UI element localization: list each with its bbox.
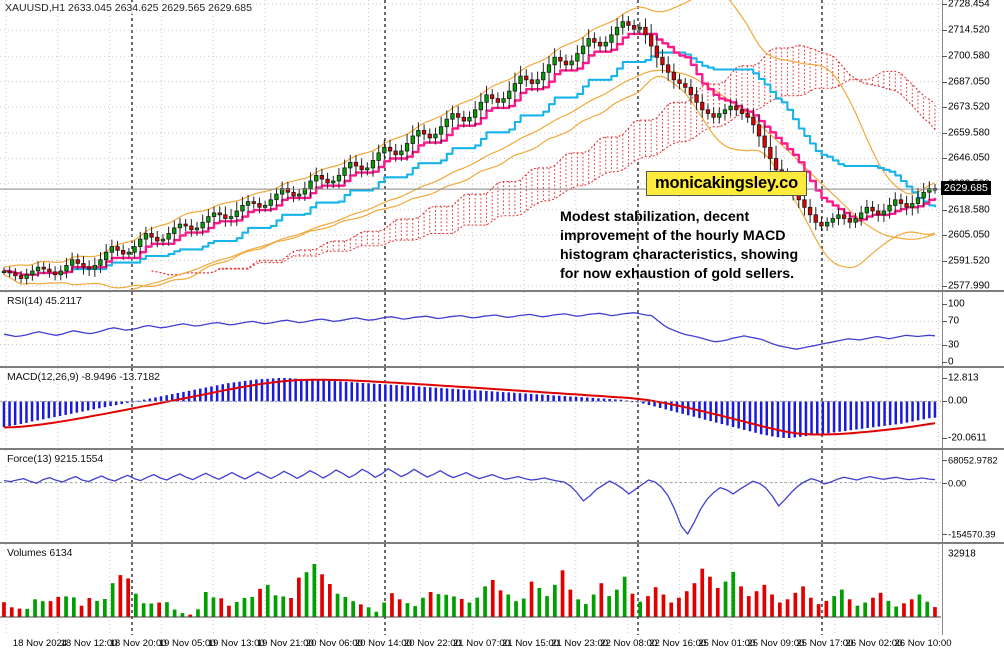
macd-axis-tick: 12.813	[948, 372, 979, 384]
time-axis-label: 25 Nov 09:00	[747, 638, 805, 649]
axis-tick-mark	[942, 133, 947, 135]
rsi-axis-tick: 100	[948, 298, 965, 310]
panel-separator-macd-force	[0, 448, 1004, 450]
axis-tick-mark	[942, 460, 947, 461]
volumes-axis-tick: 32918	[948, 548, 976, 560]
axis-tick-mark	[942, 209, 947, 211]
price-axis-tick: 2728.454	[948, 0, 990, 10]
time-axis: 18 Nov 2024 18 Nov 12:00 18 Nov 20:00 19 No…	[0, 635, 1004, 653]
time-axis-label: 18 Nov 12:00	[60, 638, 118, 649]
time-axis-label: 19 Nov 21:00	[256, 638, 314, 649]
force-panel[interactable]: 68052.9782 0.00 -154570.39	[0, 450, 1004, 542]
axis-tick-mark	[942, 304, 947, 305]
axis-tick-mark	[942, 321, 947, 323]
price-panel[interactable]: 2728.454 2714.520 2700.580 2687.050 2673.520…	[0, 0, 1004, 292]
axis-tick-mark	[942, 362, 947, 363]
price-axis-tick: 2577.990	[948, 280, 990, 292]
volumes-label: Volumes 6134	[5, 547, 75, 559]
time-axis-label: 25 Nov 01:00	[698, 638, 756, 649]
time-axis-label: 26 Nov 02:00	[845, 638, 903, 649]
price-axis: 2728.454 2714.520 2700.580 2687.050 2673.520…	[942, 0, 1004, 292]
time-axis-label: 19 Nov 13:00	[207, 638, 265, 649]
rsi-axis-tick: 0	[948, 356, 954, 368]
price-axis-tick: 2605.050	[948, 229, 990, 241]
time-axis-label: 20 Nov 06:00	[305, 638, 363, 649]
axis-tick-mark	[942, 81, 947, 83]
axis-tick-mark	[942, 378, 947, 379]
price-axis-tick: 2714.520	[948, 24, 990, 36]
axis-tick-mark	[942, 56, 947, 58]
axis-tick-mark	[942, 344, 947, 346]
axis-tick-mark	[942, 286, 947, 287]
macd-axis-tick: -20.0611	[948, 432, 987, 444]
axis-tick-mark	[942, 260, 947, 262]
axis-tick-mark	[942, 534, 947, 535]
price-axis-tick: 2591.520	[948, 255, 990, 267]
chart-symbol-header: XAUUSD,H1 2633.045 2634.625 2629.565 262…	[5, 2, 252, 14]
axis-tick-mark	[942, 401, 947, 403]
time-axis-label: 19 Nov 05:00	[158, 638, 216, 649]
panel-separator-force-volumes	[0, 542, 1004, 544]
time-axis-label: 18 Nov 2024	[12, 638, 68, 649]
axis-tick-mark	[942, 4, 947, 5]
price-axis-tick: 2659.580	[948, 127, 990, 139]
force-axis-tick: -154570.39	[948, 528, 996, 540]
macd-axis-tick: 0.00	[948, 395, 968, 407]
axis-tick-mark	[942, 158, 947, 160]
force-label: Force(13) 9215.1554	[5, 453, 106, 465]
macd-label: MACD(12,26,9) -8.9496 -13.7182	[5, 371, 162, 383]
force-axis-tick: 68052.9782	[948, 454, 998, 466]
time-axis-label: 25 Nov 17:00	[796, 638, 854, 649]
force-axis: 68052.9782 0.00 -154570.39	[942, 450, 1004, 542]
axis-tick-mark	[942, 235, 947, 237]
time-axis-label: 21 Nov 07:00	[452, 638, 511, 649]
rsi-axis: 100 70 30 0	[942, 292, 1004, 368]
axis-tick-mark	[942, 30, 947, 32]
price-axis-tick: 2618.580	[948, 204, 990, 216]
rsi-label: RSI(14) 45.2117	[5, 295, 84, 307]
time-axis-label: 26 Nov 10:00	[894, 638, 952, 649]
time-axis-label: 21 Nov 23:00	[551, 638, 609, 649]
time-axis-label: 18 Nov 20:00	[109, 638, 167, 649]
time-axis-label: 22 Nov 16:00	[649, 638, 707, 649]
time-axis-label: 21 Nov 15:00	[502, 638, 560, 649]
axis-tick-mark	[942, 438, 947, 439]
volumes-panel[interactable]: 32918	[0, 544, 1004, 635]
macd-panel[interactable]: 12.813 0.00 -20.0611	[0, 368, 1004, 448]
macd-axis: 12.813 0.00 -20.0611	[942, 368, 1004, 448]
volumes-axis: 32918	[942, 544, 1004, 635]
panel-separator-rsi-macd	[0, 366, 1004, 368]
price-axis-tick: 2673.520	[948, 101, 990, 113]
time-axis-label: 22 Nov 08:00	[600, 638, 658, 649]
rsi-axis-tick: 30	[948, 339, 960, 351]
analysis-annotation: Modest stabilization, decent improvement…	[560, 209, 799, 282]
current-price-badge: 2629.685	[941, 181, 991, 195]
time-axis-label: 20 Nov 14:00	[354, 638, 412, 649]
axis-tick-mark	[942, 482, 947, 484]
rsi-panel[interactable]: 100 70 30 0	[0, 292, 1004, 368]
price-axis-tick: 2687.050	[948, 76, 990, 88]
axis-tick-mark	[942, 106, 947, 108]
time-axis-label: 20 Nov 22:00	[403, 638, 461, 649]
price-axis-tick: 2646.050	[948, 152, 990, 164]
rsi-axis-tick: 70	[948, 315, 960, 327]
panel-separator-price-rsi	[0, 290, 1004, 292]
force-axis-tick: 0.00	[948, 477, 967, 489]
price-axis-tick: 2700.580	[948, 50, 990, 62]
watermark-logo: monicakingsley.co	[646, 171, 808, 196]
